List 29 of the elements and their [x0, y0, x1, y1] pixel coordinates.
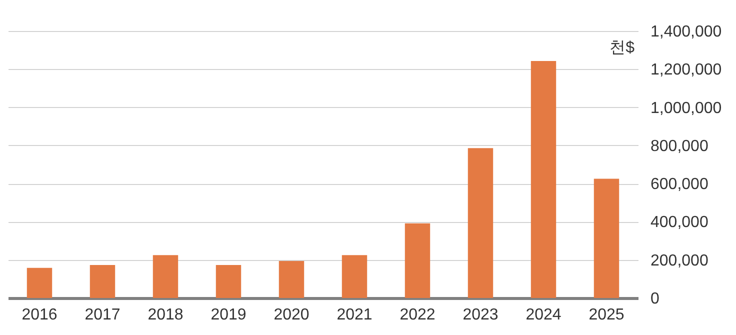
y-tick-label: 1,400,000 [650, 24, 722, 40]
x-tick-label: 2021 [336, 306, 372, 324]
bar [594, 178, 620, 298]
x-tick-label: 2022 [400, 306, 436, 324]
y-tick-label: 200,000 [650, 252, 708, 270]
bar [468, 148, 494, 298]
y-tick-label: 600,000 [650, 176, 708, 194]
bar [530, 60, 556, 298]
x-tick-label: 2017 [84, 306, 120, 324]
x-tick-label: 2025 [588, 306, 624, 324]
bar [90, 265, 116, 298]
y-tick-label: 400,000 [650, 214, 708, 232]
y-tick-label: 800,000 [650, 138, 708, 155]
y-axis-title: 천$ [610, 40, 635, 56]
x-tick-label: 2024 [526, 306, 562, 324]
x-tick-label: 2019 [210, 306, 246, 324]
y-tick-label: 1,000,000 [650, 100, 722, 117]
x-tick-label: 2018 [148, 306, 184, 324]
bar [342, 255, 368, 298]
bar [404, 223, 430, 298]
y-tick-label: 0 [650, 290, 660, 308]
x-tick-label: 2016 [22, 306, 58, 324]
bar [216, 265, 242, 298]
x-tick-label: 2020 [274, 306, 310, 324]
bar [278, 261, 304, 298]
bar [26, 268, 52, 298]
x-tick-label: 2023 [462, 306, 498, 324]
y-tick-label: 1,200,000 [650, 62, 722, 79]
bar [152, 255, 178, 298]
